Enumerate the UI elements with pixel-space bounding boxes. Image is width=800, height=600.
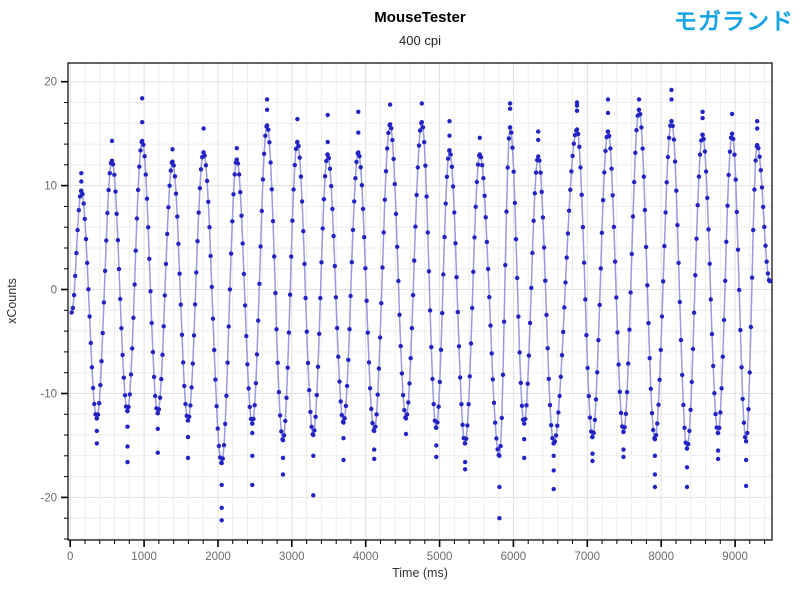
svg-text:7000: 7000 bbox=[575, 551, 601, 563]
page-title: MouseTester bbox=[374, 9, 466, 26]
svg-text:2000: 2000 bbox=[205, 551, 231, 563]
svg-text:20: 20 bbox=[44, 77, 57, 89]
svg-text:0: 0 bbox=[51, 285, 57, 297]
svg-text:3000: 3000 bbox=[279, 551, 305, 563]
svg-text:0: 0 bbox=[67, 551, 73, 563]
svg-text:4000: 4000 bbox=[353, 551, 379, 563]
outlier-points bbox=[79, 87, 760, 523]
series-points bbox=[69, 107, 772, 466]
plot-border bbox=[67, 62, 773, 541]
svg-text:-10: -10 bbox=[40, 388, 57, 400]
brand-watermark: モガランド bbox=[674, 8, 794, 34]
svg-text:6000: 6000 bbox=[501, 551, 527, 563]
svg-text:-20: -20 bbox=[40, 492, 57, 504]
series-line bbox=[70, 109, 771, 464]
y-axis-title: xCounts bbox=[5, 278, 19, 324]
y-tick-labels: -20 -10 0 10 20 bbox=[40, 77, 57, 505]
svg-text:8000: 8000 bbox=[648, 551, 674, 563]
chart-subtitle: 400 cpi bbox=[399, 33, 441, 48]
svg-text:1000: 1000 bbox=[131, 551, 157, 563]
svg-text:5000: 5000 bbox=[427, 551, 453, 563]
axis-ticks bbox=[61, 80, 766, 547]
svg-text:10: 10 bbox=[44, 181, 57, 193]
x-axis-title: Time (ms) bbox=[392, 566, 448, 580]
x-tick-labels: 0 1000 2000 3000 4000 5000 6000 7000 8000 9000 bbox=[67, 551, 748, 563]
svg-text:9000: 9000 bbox=[722, 551, 748, 563]
